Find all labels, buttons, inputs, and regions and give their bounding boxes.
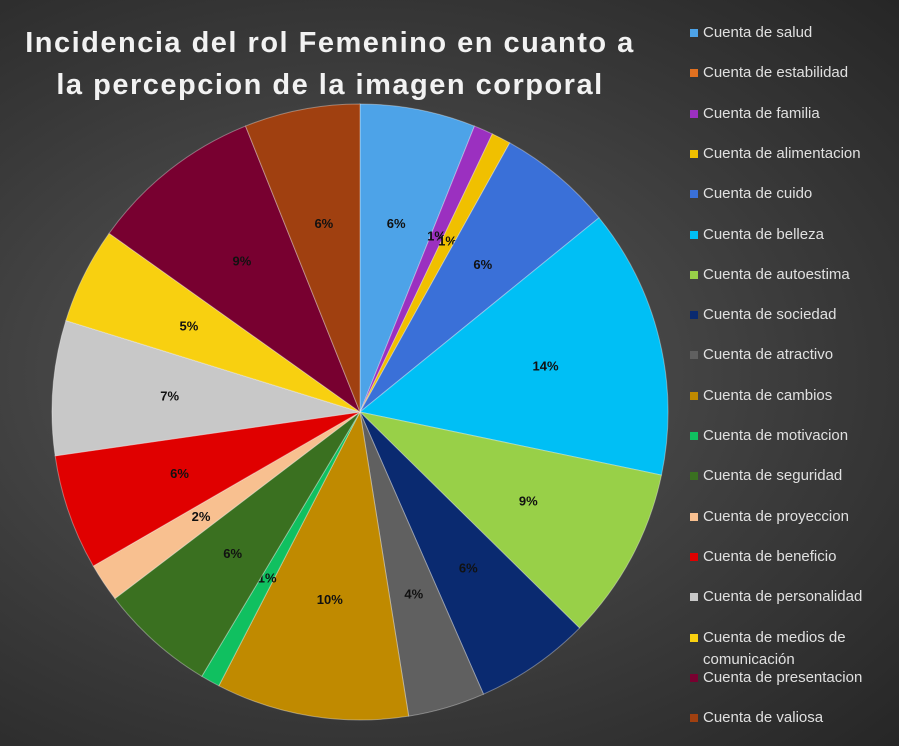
legend-label: Cuenta de atractivo xyxy=(703,346,834,364)
legend-swatch xyxy=(690,29,698,37)
legend-label: Cuenta de medios de comunicación xyxy=(703,628,846,668)
pie-slice xyxy=(65,232,361,413)
legend-swatch xyxy=(690,673,698,682)
pie-slice xyxy=(92,411,361,600)
legend-label: Cuenta de seguridad xyxy=(703,467,843,485)
legend-label: Cuenta de autoestima xyxy=(703,265,850,283)
pie-slice xyxy=(359,103,476,413)
legend-item: Cuenta de valiosa xyxy=(690,707,890,729)
legend-item: Cuenta de presentacion xyxy=(690,667,890,689)
pie-slice xyxy=(358,217,669,476)
legend-item: Cuenta de personalidad xyxy=(690,586,890,608)
data-label: 6% xyxy=(170,466,189,481)
legend-swatch xyxy=(690,472,698,481)
legend-item: Cuenta de proyeccion xyxy=(690,506,890,528)
legend-swatch xyxy=(690,351,698,360)
data-label: 6% xyxy=(459,561,478,576)
legend-swatch xyxy=(690,109,698,118)
legend-item: Cuenta de estabilidad xyxy=(690,62,890,84)
legend-swatch xyxy=(690,149,698,158)
data-label: 2% xyxy=(192,509,211,524)
legend-label: Cuenta de cuido xyxy=(703,185,813,203)
data-label: 1% xyxy=(438,234,457,249)
legend-item: Cuenta de autoestima xyxy=(690,264,890,286)
data-label: 4% xyxy=(404,587,423,602)
legend-item: Cuenta de atractivo xyxy=(690,344,890,366)
legend-item: Cuenta de salud xyxy=(690,22,890,44)
pie-slice xyxy=(359,133,511,413)
legend-label: Cuenta de alimentacion xyxy=(703,144,861,162)
legend-swatch xyxy=(690,270,698,279)
data-label: 6% xyxy=(314,216,333,231)
pie-slice xyxy=(54,411,361,567)
legend-item: Cuenta de sociedad xyxy=(690,304,890,326)
legend-swatch xyxy=(690,512,698,521)
pie-slice xyxy=(359,142,600,413)
legend-item: Cuenta de beneficio xyxy=(690,546,890,568)
legend-item: Cuenta de seguridad xyxy=(690,465,890,487)
pie-slice xyxy=(51,319,361,457)
pie-slice xyxy=(201,411,361,687)
data-label: 6% xyxy=(473,257,492,272)
data-label: 1% xyxy=(427,228,446,243)
data-label: 9% xyxy=(519,494,538,509)
legend-label: Cuenta de estabilidad xyxy=(703,64,849,82)
legend-swatch xyxy=(690,714,698,723)
legend-item: Cuenta de cuido xyxy=(690,183,890,205)
data-label: 6% xyxy=(223,546,242,561)
pie-slice xyxy=(218,410,410,721)
legend-label: Cuenta de salud xyxy=(703,24,813,41)
legend-label: Cuenta de cambios xyxy=(703,386,833,404)
legend-label: Cuenta de valiosa xyxy=(703,709,824,727)
pie-slice xyxy=(358,411,663,629)
legend-item: Cuenta de medios de comunicación xyxy=(690,627,890,671)
data-label: 5% xyxy=(180,319,199,334)
data-label: 7% xyxy=(160,388,179,403)
legend-swatch xyxy=(690,391,698,400)
pie-slice xyxy=(359,411,485,717)
legend-swatch xyxy=(690,432,698,440)
pie-slice xyxy=(114,411,361,677)
legend-item: Cuenta de cambios xyxy=(690,385,890,407)
legend-label: Cuenta de proyeccion xyxy=(703,507,849,525)
data-label: 9% xyxy=(233,253,252,268)
legend-swatch xyxy=(690,552,698,561)
legend-swatch xyxy=(690,69,698,78)
data-label: 14% xyxy=(533,358,559,373)
legend-item: Cuenta de belleza xyxy=(690,224,890,246)
legend-label: Cuenta de sociedad xyxy=(703,306,837,324)
pie-slice xyxy=(359,125,494,413)
data-label: 10% xyxy=(317,592,343,607)
legend-swatch xyxy=(690,633,698,642)
legend-swatch xyxy=(690,230,698,239)
chart-title: Incidencia del rol Femenino en cuanto a … xyxy=(25,27,635,101)
legend-label: Cuenta de motivacion xyxy=(703,427,849,444)
legend-label: Cuenta de familia xyxy=(703,104,820,122)
legend-item: Cuenta de alimentacion xyxy=(690,143,890,165)
pie-slice xyxy=(359,411,581,695)
legend-swatch xyxy=(690,593,698,602)
legend-label: Cuenta de presentacion xyxy=(703,668,863,686)
pie-slice xyxy=(108,125,362,414)
legend-item: Cuenta de motivacion xyxy=(690,425,890,447)
data-label: 6% xyxy=(387,216,406,231)
legend-label: Cuenta de beneficio xyxy=(703,547,837,565)
legend-swatch xyxy=(690,190,698,199)
legend-item: Cuenta de familia xyxy=(690,103,890,125)
legend-label: Cuenta de belleza xyxy=(703,225,824,243)
pie-slice xyxy=(244,103,361,413)
legend-label: Cuenta de personalidad xyxy=(703,588,863,606)
legend-swatch xyxy=(690,311,698,320)
